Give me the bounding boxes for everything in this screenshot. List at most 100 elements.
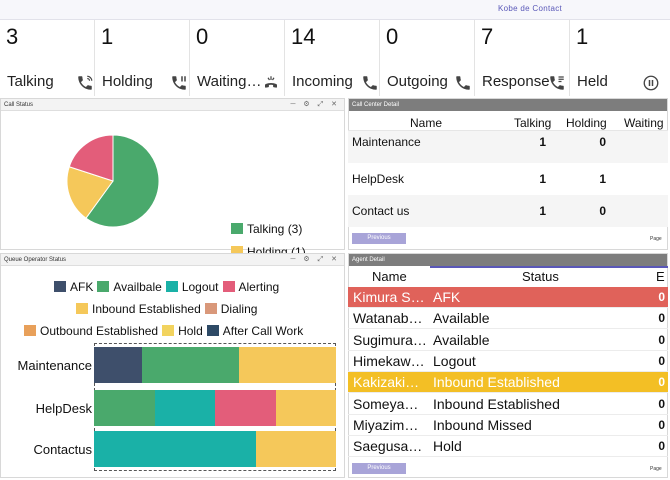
- stat-value: 14: [291, 24, 316, 49]
- stat-value: 3: [6, 24, 19, 49]
- table-row[interactable]: Someya… Inbound Established 0: [348, 394, 668, 415]
- legend-item[interactable]: Dialing: [204, 302, 257, 316]
- bar-segment-availbale[interactable]: [142, 347, 240, 383]
- pause-circle-icon: [642, 74, 660, 92]
- legend-label: Logout: [181, 280, 219, 294]
- row-name: HelpDesk: [352, 172, 405, 186]
- panel-title: Call Center Detail: [349, 99, 667, 111]
- stat-value: 7: [481, 24, 494, 49]
- pie-slice-waiting[interactable]: [68, 134, 114, 182]
- table-row[interactable]: Maintenance 1 0: [348, 131, 668, 163]
- row-value: 1: [599, 172, 606, 186]
- column-header[interactable]: Status: [522, 269, 559, 284]
- stat-talking[interactable]: 3 Talking: [0, 20, 95, 96]
- table-row[interactable]: Contact us 1 0: [348, 195, 668, 227]
- legend-swatch: [24, 325, 36, 336]
- bar-segment-inbound-established[interactable]: [256, 431, 336, 467]
- column-header[interactable]: E: [656, 269, 665, 284]
- agent-status: Logout: [433, 352, 476, 369]
- row-value: 0: [599, 135, 606, 149]
- panel-title: Agent Detail: [349, 254, 667, 266]
- legend-swatch: [162, 325, 175, 336]
- column-header[interactable]: Talking: [514, 116, 552, 130]
- agent-name: Kimura S…: [353, 289, 425, 305]
- legend-item[interactable]: Inbound Established: [76, 302, 201, 316]
- agent-name: Someya…: [353, 395, 419, 412]
- column-header[interactable]: Holding: [566, 116, 607, 130]
- stat-label: Response: [482, 73, 550, 90]
- stat-waiting[interactable]: 0 Waiting…: [190, 20, 285, 96]
- row-value: 1: [539, 135, 546, 149]
- agent-status: Available: [433, 331, 490, 348]
- legend-swatch: [76, 303, 88, 314]
- panel-controls[interactable]: ─ ⚙ ⤢ ✕: [290, 101, 340, 108]
- panel-title: Queue Operator Status: [1, 254, 344, 266]
- table-row[interactable]: Miyazim… Inbound Missed 0: [348, 415, 668, 436]
- bar-segment-logout[interactable]: [154, 390, 215, 426]
- bar-segment-inbound-established[interactable]: [239, 347, 336, 383]
- row-name: Contact us: [352, 204, 410, 218]
- table-row[interactable]: HelpDesk 1 1: [348, 163, 668, 195]
- agent-status: Inbound Missed: [433, 416, 532, 433]
- bar-segment-availbale[interactable]: [94, 390, 155, 426]
- pie-chart: [66, 134, 160, 228]
- agent-name: Himekaw…: [353, 352, 425, 369]
- stat-value: 1: [576, 24, 589, 49]
- legend-item[interactable]: Outbound Established: [24, 324, 158, 338]
- legend-item[interactable]: AFK: [54, 280, 93, 294]
- legend-item[interactable]: Alerting: [222, 280, 279, 294]
- category-label: HelpDesk: [35, 401, 92, 416]
- stat-response[interactable]: 7 Response: [475, 20, 570, 96]
- table-row[interactable]: Watanab… Available 0: [348, 308, 668, 330]
- agent-status: Hold: [433, 438, 462, 455]
- bar-segment-alerting[interactable]: [215, 390, 276, 426]
- agent-value: 0: [658, 353, 665, 368]
- stat-label: Incoming: [292, 73, 353, 90]
- agent-status: Inbound Established: [433, 395, 560, 412]
- panel-controls[interactable]: ─ ⚙ ⤢ ✕: [290, 256, 340, 263]
- table-row[interactable]: Kakizaki… Inbound Established 0: [348, 372, 668, 394]
- phone-hangup-icon: [262, 74, 280, 92]
- bar-segment-inbound-established[interactable]: [275, 390, 336, 426]
- previous-button[interactable]: Previous: [352, 463, 406, 474]
- stat-label: Waiting…: [197, 73, 262, 90]
- legend-label: Talking (3): [247, 222, 303, 236]
- agent-value: 0: [658, 332, 665, 347]
- agent-table-header: Name Status E: [348, 266, 668, 286]
- bar-segment-logout[interactable]: [94, 431, 257, 467]
- legend-item[interactable]: Talking (3): [231, 222, 302, 236]
- legend-item[interactable]: After Call Work: [206, 324, 303, 338]
- bar-segment-afk[interactable]: [94, 347, 143, 383]
- category-label: Contactus: [33, 442, 92, 457]
- table-row[interactable]: Saegusa… Hold 0: [348, 436, 668, 458]
- legend-item[interactable]: Logout: [165, 280, 219, 294]
- stat-holding[interactable]: 1 Holding: [95, 20, 190, 96]
- column-header[interactable]: Name: [372, 269, 407, 284]
- table-header: Name Talking Holding Waiting: [348, 111, 668, 131]
- agent-value: 0: [658, 375, 665, 390]
- stats-row: 3 Talking 1 Holding 0 Waiting… 14 Incomi…: [0, 20, 670, 96]
- agent-status: Available: [433, 310, 490, 327]
- category-label: Maintenance: [17, 358, 92, 373]
- legend-item[interactable]: Hold: [162, 324, 203, 338]
- legend-item[interactable]: Availbale: [97, 280, 162, 294]
- stat-held[interactable]: 1 Held: [570, 20, 670, 96]
- agent-name: Kakizaki…: [353, 374, 420, 391]
- agent-value: 0: [658, 396, 665, 411]
- pie-slice-holding[interactable]: [66, 166, 114, 219]
- phone-check-icon: [548, 74, 566, 92]
- column-header[interactable]: Waiting: [624, 116, 664, 130]
- stat-outgoing[interactable]: 0 Outgoing: [380, 20, 475, 96]
- table-row[interactable]: Himekaw… Logout 0: [348, 351, 668, 372]
- panel-title: Call Status: [1, 99, 344, 111]
- page-label: Page: [650, 236, 662, 242]
- stat-label: Talking: [7, 73, 54, 90]
- table-row[interactable]: Sugimura… Available 0: [348, 330, 668, 351]
- table-row[interactable]: Kimura S… AFK 0: [348, 287, 668, 308]
- legend-label: Outbound Established: [40, 324, 159, 338]
- stat-incoming[interactable]: 14 Incoming: [285, 20, 380, 96]
- agent-value: 0: [658, 290, 665, 304]
- pie-slice-talking[interactable]: [85, 134, 160, 228]
- column-header[interactable]: Name: [410, 116, 443, 130]
- previous-button[interactable]: Previous: [352, 233, 406, 244]
